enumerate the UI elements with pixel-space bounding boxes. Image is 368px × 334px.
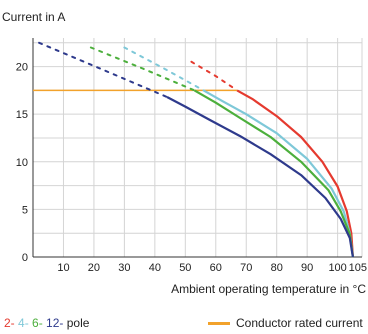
rated-current-swatch [208,322,230,326]
x-tick-label: 50 [179,262,191,274]
series-2-extrapolated [190,60,239,92]
series-2-line [236,89,354,258]
legend-pole-suffix: pole [66,316,90,330]
x-tick-label: 100 [328,262,346,274]
x-tick-label: 10 [57,262,69,274]
y-tick-label: 10 [16,157,28,169]
y-axis-label: Current in A [2,10,66,24]
y-tick-label: 5 [22,204,28,216]
legend-pole-2: 2- [4,316,15,330]
rated-current-legend: Conductor rated current [208,316,363,330]
series-12-extrapolated [38,41,168,98]
legend-pole-6: 6- [32,316,43,330]
legend-pole-12: 12- [46,316,64,330]
x-tick-label: 105 [349,262,367,274]
legend-pole-4: 4- [18,316,29,330]
x-tick-label: 40 [149,262,161,274]
series-6-extrapolated [89,46,196,92]
series-12-line [166,96,354,258]
x-tick-label: 20 [88,262,100,274]
x-tick-label: 60 [210,262,222,274]
x-tick-label: 30 [118,262,130,274]
x-tick-label: 90 [301,262,313,274]
series-4-extrapolated [123,46,205,92]
x-axis-label: Ambient operating temperature in °C [171,282,366,296]
y-tick-label: 20 [16,62,28,74]
y-tick-label: 0 [22,252,28,264]
x-tick-label: 80 [271,262,283,274]
series-6-line [193,89,354,258]
x-tick-label: 70 [240,262,252,274]
rated-current-label: Conductor rated current [236,316,363,330]
y-tick-label: 15 [16,109,28,121]
series-4-line [203,89,354,258]
pole-legend: 2- 4- 6- 12- pole [4,316,89,330]
